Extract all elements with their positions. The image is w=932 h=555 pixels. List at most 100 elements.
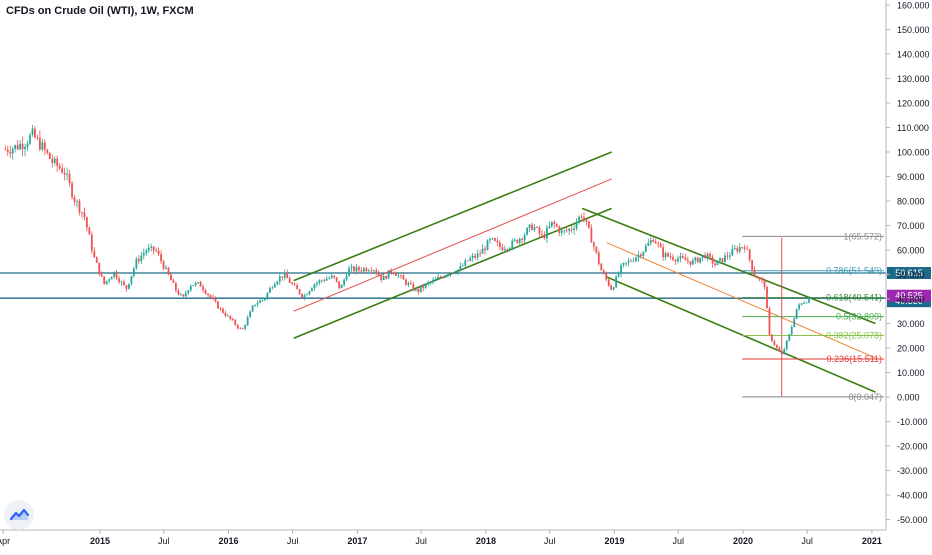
y-tick-label: 40.000 bbox=[897, 295, 925, 305]
candle-body bbox=[348, 268, 350, 277]
candle-body bbox=[264, 298, 266, 300]
y-tick-label: -50.000 bbox=[897, 515, 928, 525]
candle-body bbox=[773, 341, 776, 345]
candle-body bbox=[375, 270, 378, 274]
candle-body bbox=[657, 243, 660, 245]
candle-body bbox=[444, 275, 447, 278]
candle-body bbox=[583, 217, 585, 219]
candle-body bbox=[63, 172, 66, 175]
candle-body bbox=[281, 276, 284, 278]
candle-body bbox=[387, 270, 390, 279]
candle-body bbox=[491, 238, 494, 240]
candle-body bbox=[259, 300, 261, 303]
candle-body bbox=[68, 173, 71, 184]
candle-body bbox=[602, 270, 605, 274]
candle-body bbox=[733, 248, 736, 250]
candle-body bbox=[456, 269, 459, 274]
candle-body bbox=[209, 295, 212, 298]
candle-body bbox=[731, 248, 734, 256]
candle-body bbox=[607, 279, 610, 286]
candle-body bbox=[142, 252, 145, 256]
candle-body bbox=[484, 248, 486, 251]
candle-body bbox=[498, 242, 501, 248]
candle-body bbox=[298, 289, 301, 294]
candle-body bbox=[147, 247, 150, 251]
candle-body bbox=[526, 228, 528, 235]
candle-body bbox=[474, 255, 477, 258]
tradingview-logo[interactable] bbox=[4, 500, 34, 530]
x-tick-label: 2019 bbox=[604, 536, 624, 546]
candle-body bbox=[570, 228, 573, 231]
trend-line bbox=[606, 276, 876, 393]
candle-body bbox=[615, 276, 618, 288]
candle-body bbox=[595, 246, 598, 253]
candle-body bbox=[414, 289, 417, 291]
candle-body bbox=[761, 278, 763, 281]
candle-body bbox=[543, 234, 546, 239]
candle-body bbox=[501, 247, 504, 251]
candle-body bbox=[639, 254, 642, 257]
trend-line bbox=[581, 207, 876, 325]
candle-body bbox=[244, 325, 247, 329]
candle-body bbox=[78, 200, 81, 213]
candle-body bbox=[167, 267, 170, 275]
candle-body bbox=[521, 238, 524, 240]
candle-body bbox=[538, 227, 541, 234]
candle-body bbox=[503, 249, 506, 251]
candle-body bbox=[192, 285, 195, 287]
candle-body bbox=[689, 261, 692, 265]
candle-body bbox=[135, 258, 138, 269]
y-tick-label: 140.000 bbox=[897, 50, 930, 60]
x-tick-label: 2021 bbox=[862, 536, 882, 546]
candle-body bbox=[130, 275, 133, 284]
y-tick-label: 150.000 bbox=[897, 25, 930, 35]
candle-body bbox=[71, 183, 73, 198]
candle-body bbox=[323, 280, 326, 282]
candle-body bbox=[620, 264, 622, 274]
candle-body bbox=[328, 277, 331, 279]
candle-body bbox=[16, 145, 19, 150]
candle-body bbox=[555, 224, 558, 227]
candle-body bbox=[382, 275, 385, 281]
chart-title: CFDs on Crude Oil (WTI), 1W, FXCM bbox=[6, 5, 194, 17]
candle-body bbox=[506, 249, 509, 251]
candle-body bbox=[249, 311, 252, 318]
candle-body bbox=[518, 238, 521, 243]
candle-body bbox=[184, 293, 187, 297]
candle-body bbox=[81, 212, 83, 214]
x-tick-label: 2016 bbox=[219, 536, 239, 546]
candles bbox=[4, 125, 810, 355]
candle-body bbox=[679, 256, 682, 259]
candle-body bbox=[234, 320, 237, 325]
candle-body bbox=[392, 272, 395, 274]
candle-body bbox=[90, 234, 93, 251]
candle-body bbox=[343, 279, 345, 286]
fibonacci-retracement: 1(65.572) 0.786(51.549) 0.618(40.541) 0.5(3… bbox=[742, 231, 884, 402]
candle-body bbox=[48, 152, 51, 159]
candle-body bbox=[24, 146, 26, 150]
candle-body bbox=[652, 240, 655, 242]
candle-body bbox=[407, 283, 410, 285]
x-tick-label: Jul bbox=[415, 536, 427, 546]
candle-body bbox=[565, 230, 568, 232]
candle-body bbox=[701, 255, 704, 258]
candle-body bbox=[649, 240, 652, 243]
candle-body bbox=[338, 281, 341, 289]
candle-body bbox=[93, 250, 96, 258]
candle-body bbox=[471, 255, 474, 259]
candle-body bbox=[160, 254, 162, 262]
candle-body bbox=[118, 278, 120, 283]
trend-line bbox=[293, 178, 612, 312]
candle-body bbox=[140, 255, 143, 262]
candle-body bbox=[325, 278, 328, 281]
candle-body bbox=[758, 278, 761, 279]
candle-body bbox=[128, 283, 130, 289]
candle-body bbox=[523, 234, 526, 240]
candle-body bbox=[288, 278, 291, 283]
candle-body bbox=[409, 283, 412, 285]
candle-body bbox=[9, 152, 12, 154]
candle-body bbox=[553, 221, 556, 225]
